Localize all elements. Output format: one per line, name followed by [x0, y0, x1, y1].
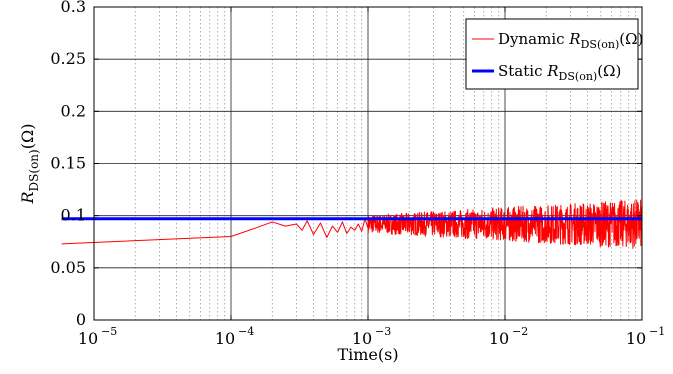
x-tick-exponent: −3 — [375, 325, 391, 338]
x-tick-label: 10 — [352, 329, 372, 348]
legend-label: Dynamic RDS(on)(Ω) — [498, 30, 643, 51]
y-axis-label-unit: (Ω) — [18, 124, 37, 150]
y-axis-label: RDS(on)(Ω) — [18, 124, 41, 205]
x-tick-label: 10 — [626, 329, 646, 348]
series-line — [61, 199, 643, 249]
y-axis-label-subscript: DS(on) — [27, 149, 41, 191]
svg-text:RDS(on)(Ω): RDS(on)(Ω) — [18, 124, 41, 205]
y-tick-label: 0.05 — [50, 258, 86, 277]
legend-box — [465, 18, 639, 90]
y-tick-label: 0.2 — [61, 101, 86, 120]
x-tick-label: 10 — [489, 329, 509, 348]
series-layer — [61, 199, 643, 249]
x-tick-exponent: −1 — [649, 325, 665, 338]
y-tick-label: 0.1 — [61, 206, 86, 225]
y-tick-label: 0 — [76, 310, 86, 329]
y-tick-label: 0.15 — [50, 154, 86, 173]
y-tick-label: 0.3 — [61, 0, 86, 16]
y-tick-label: 0.25 — [50, 49, 86, 68]
x-tick-label: 10 — [215, 329, 235, 348]
legend-entry: Dynamic RDS(on)(Ω) — [472, 30, 643, 51]
y-axis-label-symbol: R — [18, 191, 37, 204]
series-dynamic — [61, 199, 643, 249]
x-tick-exponent: −5 — [101, 325, 117, 338]
x-tick-exponent: −2 — [512, 325, 528, 338]
x-tick-label: 10 — [78, 329, 98, 348]
legend: Dynamic RDS(on)(Ω) Static RDS(on)(Ω) — [465, 18, 643, 90]
x-axis-label: Time(s) — [337, 345, 398, 364]
legend-label: Static RDS(on)(Ω) — [498, 62, 621, 83]
x-tick-exponent: −4 — [238, 325, 254, 338]
tick-labels: 00.050.10.150.20.250.310 −5 10 −4 10 −3 10 −2 10… — [50, 0, 665, 348]
legend-entry: Static RDS(on)(Ω) — [472, 62, 621, 83]
